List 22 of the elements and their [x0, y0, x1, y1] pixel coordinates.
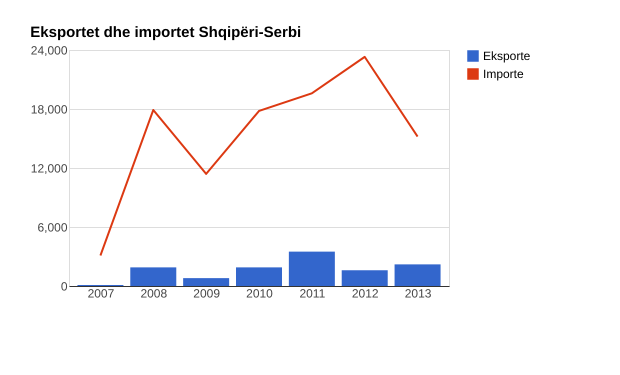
- chart-title: Eksportet dhe importet Shqipëri-Serbi: [30, 24, 302, 41]
- y-tick-label: 24,000: [30, 44, 68, 58]
- bar: [342, 270, 388, 286]
- x-tick-label: 2009: [193, 286, 220, 300]
- bar: [288, 252, 335, 286]
- x-tick-label: 2012: [352, 286, 379, 300]
- y-tick-label: 12,000: [30, 162, 68, 176]
- legend-label: Importe: [483, 67, 524, 81]
- bar: [236, 267, 282, 286]
- line-series: [99, 56, 419, 257]
- x-tick-label: 2010: [246, 286, 274, 300]
- bar: [183, 278, 230, 286]
- y-tick-label: 6,000: [37, 220, 68, 234]
- x-tick-label: 2013: [404, 286, 432, 300]
- x-tick-label: 2008: [140, 286, 168, 300]
- x-tick-label: 2007: [88, 286, 115, 300]
- y-tick-label: 0: [60, 280, 68, 294]
- bar: [394, 264, 441, 286]
- x-tick-label: 2011: [299, 286, 326, 300]
- y-tick-label: 18,000: [30, 102, 68, 116]
- bar: [130, 267, 176, 286]
- legend-label: Eksporte: [483, 49, 531, 63]
